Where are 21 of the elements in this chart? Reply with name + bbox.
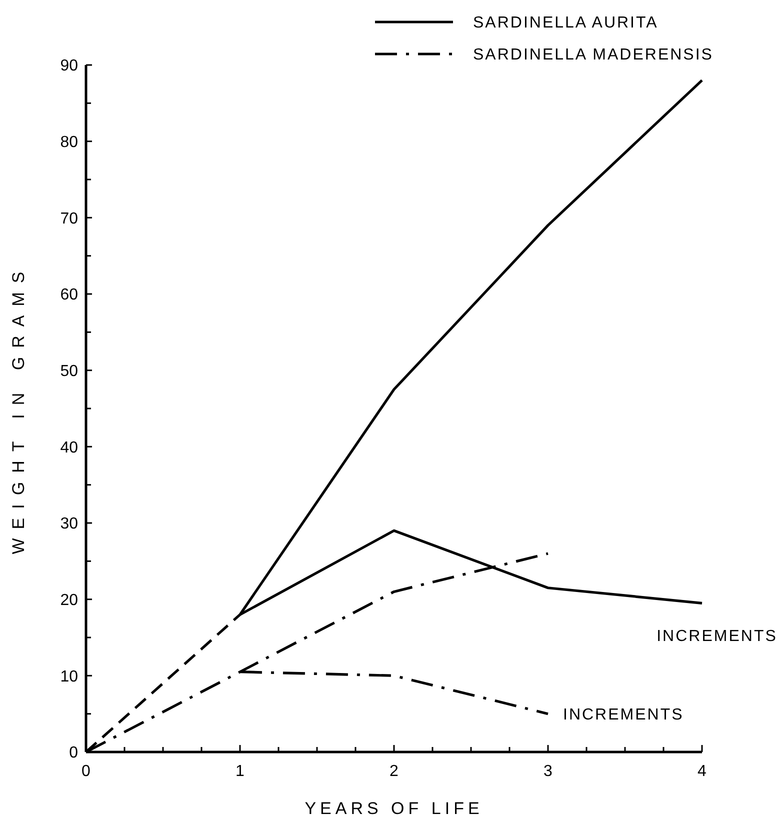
x-tick-label: 4 — [698, 763, 707, 780]
y-tick-label: 60 — [60, 286, 78, 304]
annotation: INCREMENTS — [656, 628, 778, 645]
legend-label: SARDINELLA AURITA — [473, 14, 658, 32]
y-tick-label: 10 — [60, 668, 78, 686]
annotation: INCREMENTS — [563, 706, 684, 724]
y-tick-label: 70 — [60, 210, 78, 228]
y-tick-label: 30 — [60, 516, 78, 533]
y-tick-label: 20 — [60, 592, 78, 609]
x-tick-label: 2 — [390, 763, 399, 780]
x-tick-label: 3 — [544, 763, 553, 780]
y-tick-label: 90 — [60, 58, 78, 75]
y-axis-title: WEIGHT IN GRAMS — [9, 262, 28, 554]
y-tick-label: 0 — [69, 744, 78, 762]
y-tick-label: 80 — [60, 134, 78, 151]
x-tick-label: 1 — [236, 763, 245, 780]
x-tick-label: 0 — [82, 763, 91, 780]
y-tick-label: 40 — [60, 439, 78, 456]
legend-label: SARDINELLA MADERENSIS — [473, 46, 714, 64]
y-tick-label: 50 — [60, 362, 78, 380]
x-axis-title: YEARS OF LIFE — [304, 799, 484, 818]
